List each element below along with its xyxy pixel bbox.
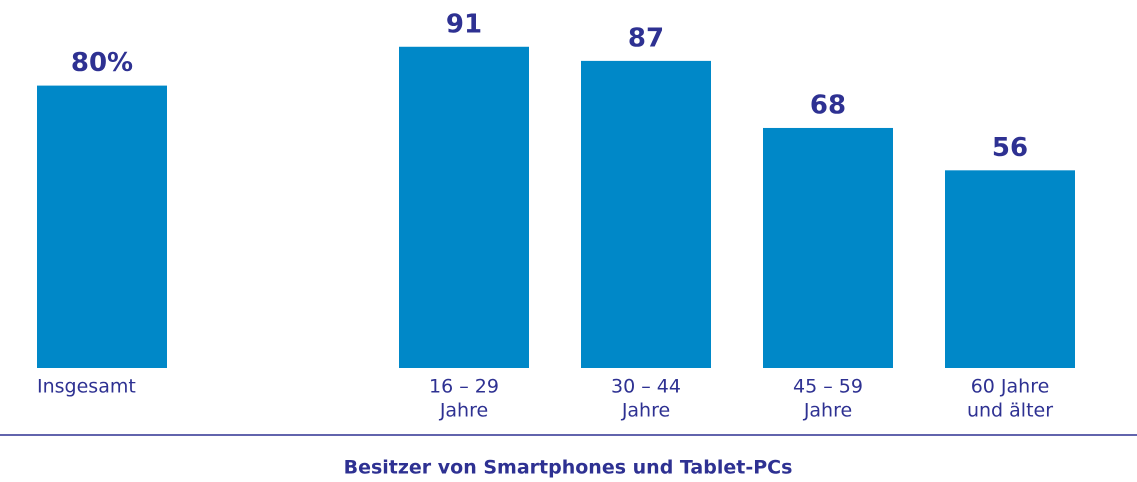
bar bbox=[581, 60, 711, 368]
bar bbox=[399, 46, 529, 369]
x-tick-label: Jahre bbox=[621, 400, 670, 422]
x-tick-label: 60 Jahre bbox=[971, 376, 1050, 398]
bar bbox=[37, 85, 167, 368]
value-label: 87 bbox=[628, 23, 664, 53]
x-tick-label: Insgesamt bbox=[37, 376, 136, 398]
x-tick-label: 30 – 44 bbox=[611, 376, 681, 398]
x-tick-label: Jahre bbox=[803, 400, 852, 422]
value-label: 68 bbox=[810, 90, 846, 120]
x-tick-label: und älter bbox=[967, 400, 1053, 422]
x-tick-label: Jahre bbox=[439, 400, 488, 422]
value-label: 91 bbox=[446, 9, 482, 39]
value-label: 80% bbox=[71, 48, 133, 78]
x-tick-label: 45 – 59 bbox=[793, 376, 863, 398]
value-label: 56 bbox=[992, 133, 1028, 163]
x-tick-label: 16 – 29 bbox=[429, 376, 499, 398]
bar bbox=[763, 127, 893, 369]
bar bbox=[945, 170, 1075, 368]
chart-title: Besitzer von Smartphones und Tablet-PCs bbox=[344, 457, 793, 479]
